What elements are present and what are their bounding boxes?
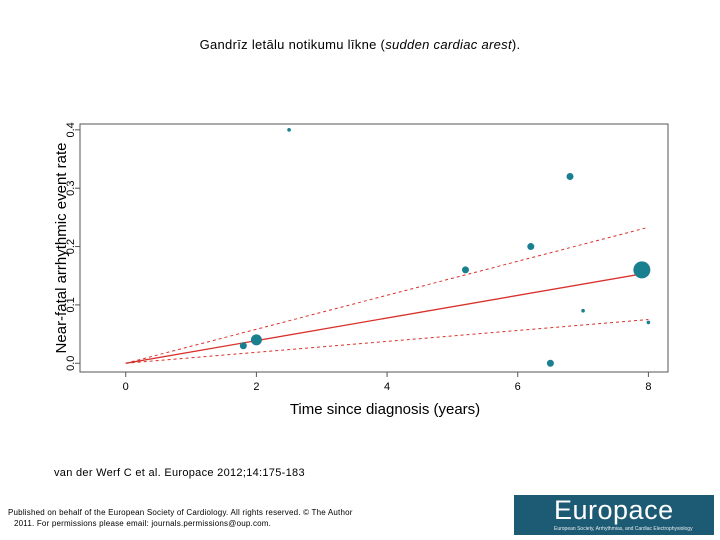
scatter-chart: 0.0 0.1 0.2 0.3 0.4 0 2 4 6 8 Time since diagnos… bbox=[53, 122, 669, 418]
europace-logo: Europace European Society, Arrhythmias, … bbox=[514, 495, 714, 535]
data-point bbox=[287, 128, 291, 132]
x-tick-label: 4 bbox=[384, 381, 390, 393]
x-axis-label: Time since diagnosis (years) bbox=[290, 401, 480, 418]
y-axis: 0.0 0.1 0.2 0.3 0.4 bbox=[65, 122, 80, 371]
data-point bbox=[581, 308, 585, 313]
slide-title-italic: sudden cardiac arest bbox=[385, 37, 512, 52]
x-tick-label: 2 bbox=[253, 381, 259, 393]
x-tick-label: 0 bbox=[123, 381, 129, 393]
data-point bbox=[566, 173, 574, 181]
x-axis: 0 2 4 6 8 bbox=[123, 372, 651, 393]
y-tick-label: 0.2 bbox=[65, 239, 77, 254]
data-point bbox=[527, 243, 535, 251]
data-point bbox=[546, 359, 554, 367]
data-point bbox=[633, 261, 651, 279]
data-point bbox=[239, 342, 247, 350]
y-tick-label: 0.4 bbox=[65, 122, 77, 137]
y-tick-label: 0.3 bbox=[65, 181, 77, 196]
copyright-line-2: 2011. For permissions please email: jour… bbox=[14, 519, 272, 528]
citation: van der Werf C et al. Europace 2012;14:1… bbox=[54, 467, 305, 479]
data-points bbox=[239, 128, 651, 367]
x-tick-label: 8 bbox=[645, 381, 651, 393]
upper-confidence-line bbox=[125, 226, 649, 364]
y-tick-label: 0.0 bbox=[65, 356, 77, 371]
regression-line bbox=[125, 272, 649, 364]
data-point bbox=[646, 320, 651, 325]
slide-title-end: ). bbox=[511, 37, 521, 52]
slide-title-text: Gandrīz letālu notikumu līkne ( bbox=[199, 37, 386, 52]
y-axis-label: Near-fatal arrhythmic event rate bbox=[53, 143, 70, 354]
copyright-line-1: Published on behalf of the European Soci… bbox=[8, 508, 353, 517]
y-tick-label: 0.1 bbox=[65, 297, 77, 312]
x-tick-label: 6 bbox=[515, 381, 521, 393]
logo-subtitle: European Society, Arrhythmias, and Cardi… bbox=[554, 526, 693, 532]
slide-title: Gandrīz letālu notikumu līkne (sudden ca… bbox=[0, 37, 720, 52]
data-point bbox=[250, 334, 262, 346]
copyright-notice: Published on behalf of the European Soci… bbox=[8, 507, 388, 529]
logo-wordmark: Europace bbox=[554, 495, 674, 525]
lower-confidence-line bbox=[125, 318, 649, 364]
plot-frame bbox=[79, 123, 669, 373]
data-point bbox=[461, 266, 469, 274]
